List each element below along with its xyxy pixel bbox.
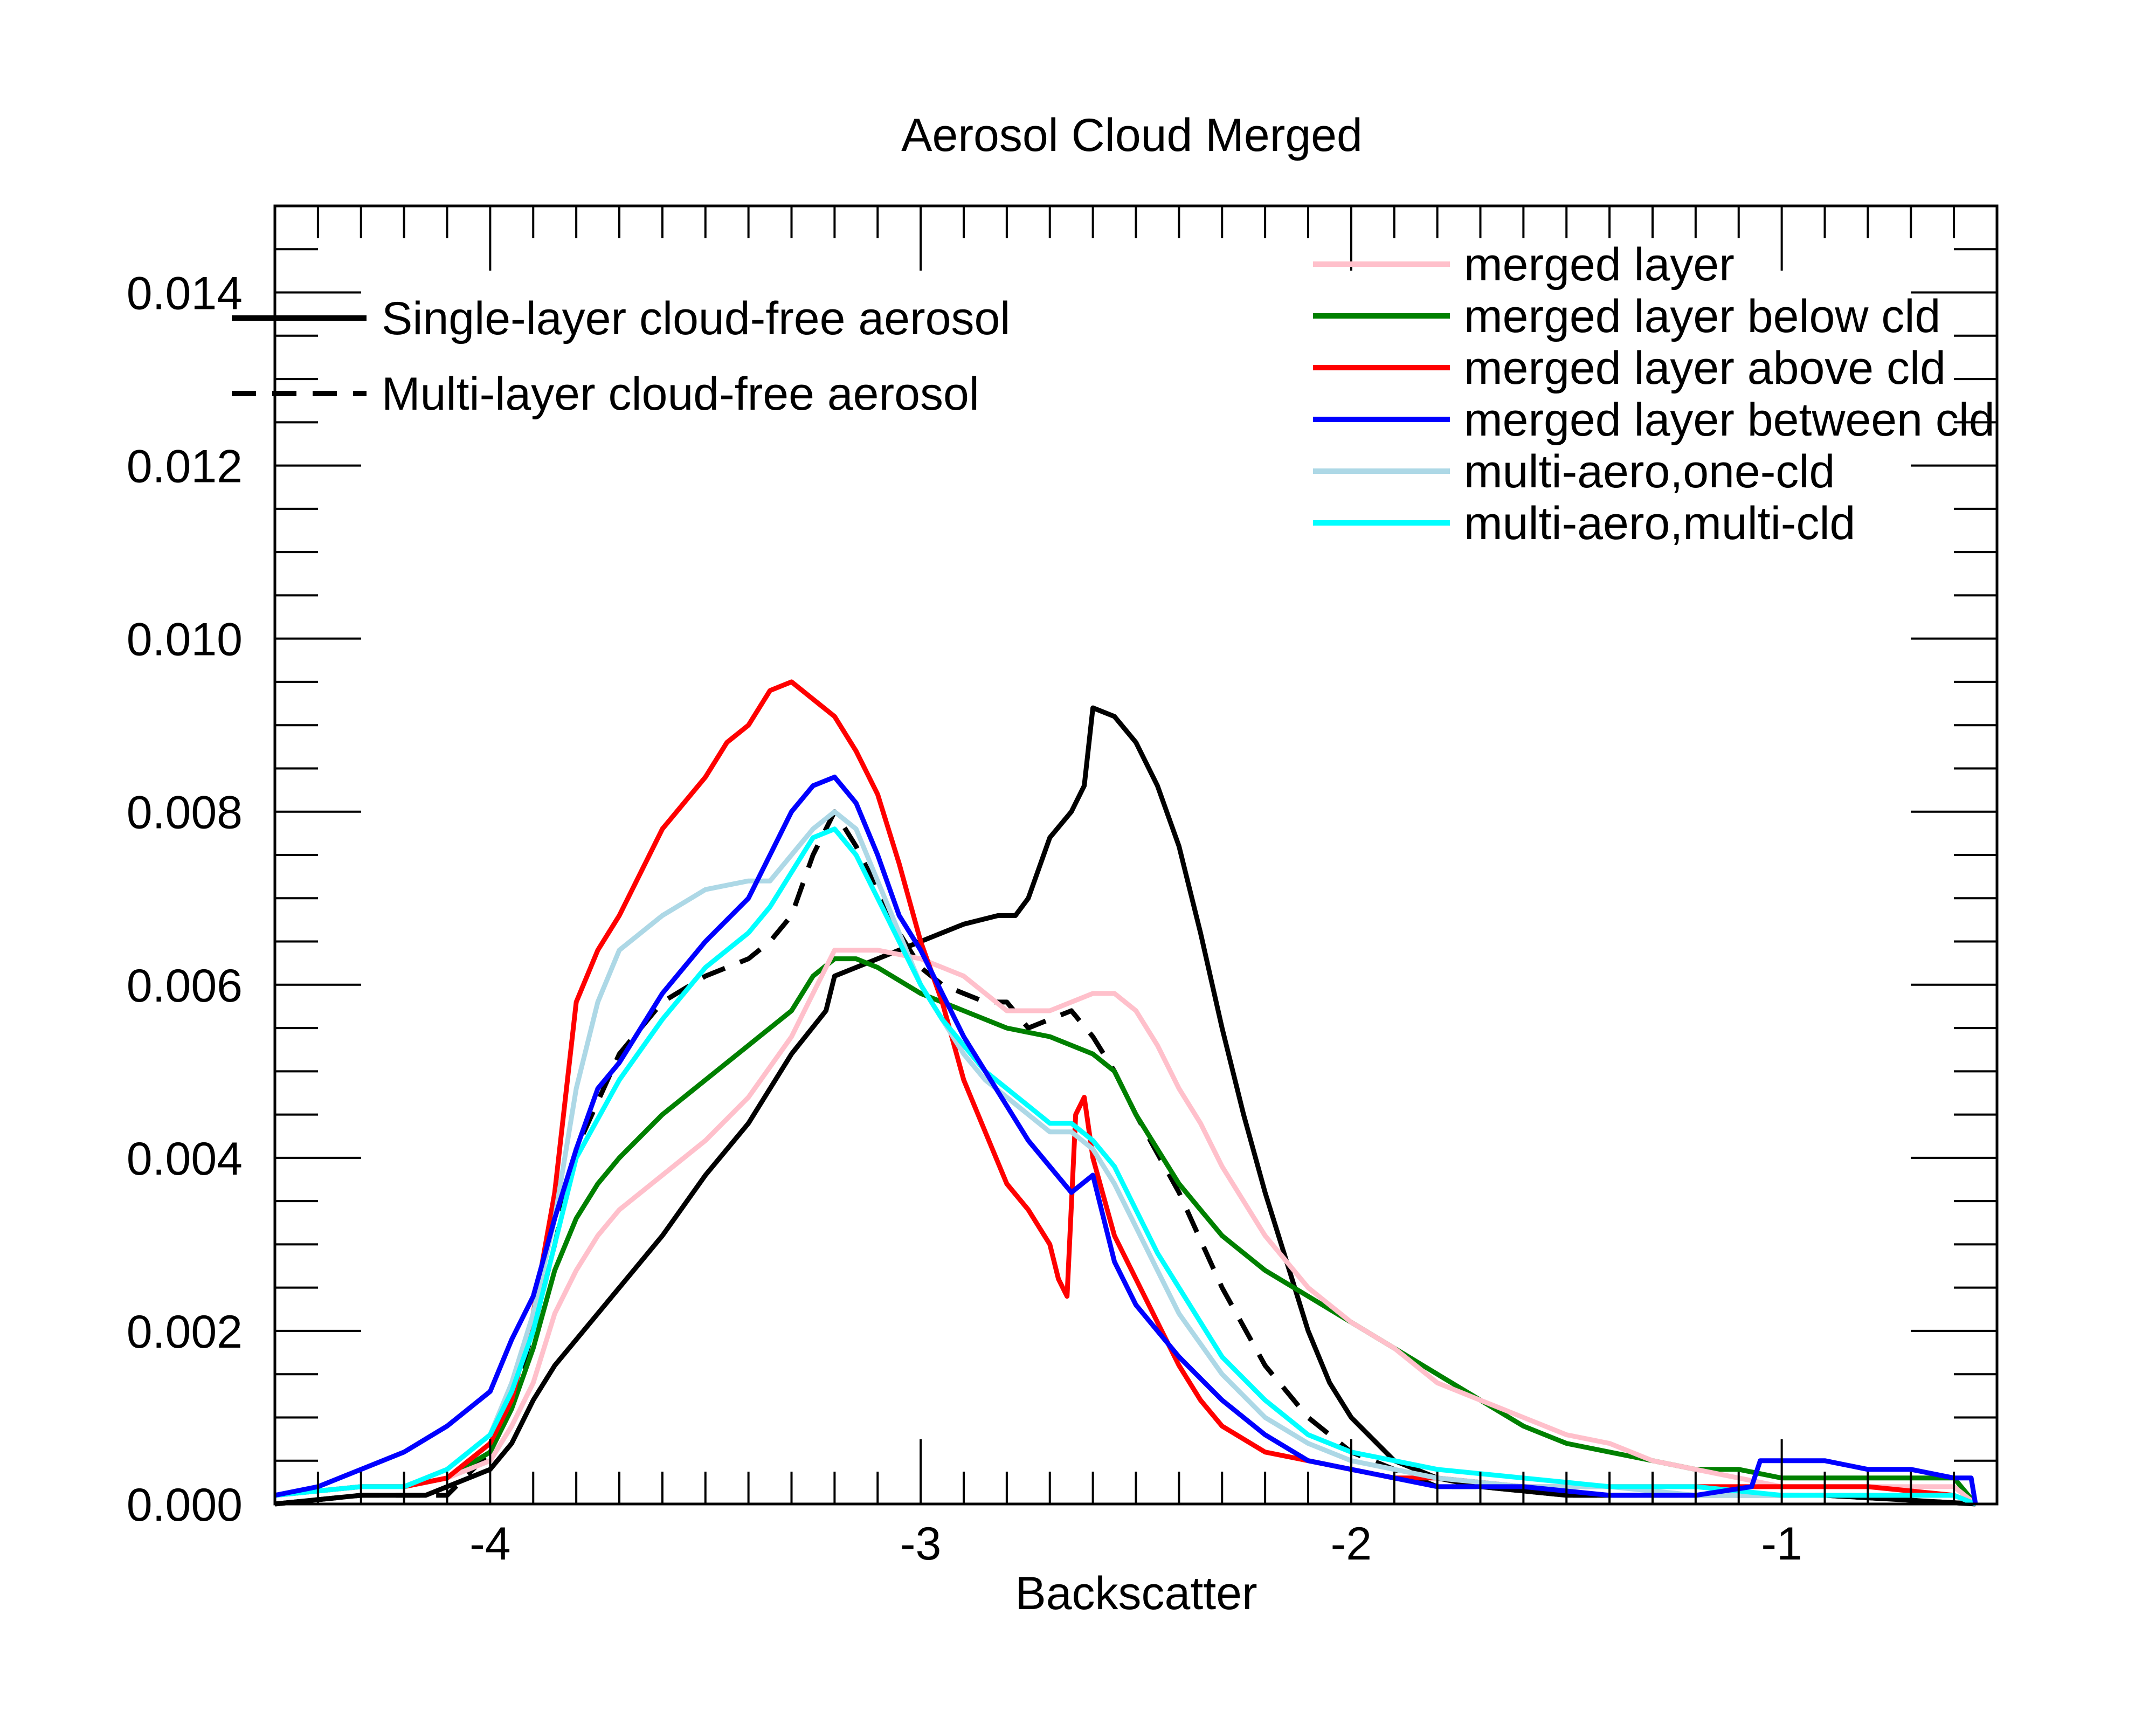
tick-labels-layer: -4 -3 -2 -1 0.000 0.002 0.004 0.006 0.008 0.010 0.… [127, 268, 1802, 1570]
series-line [274, 948, 1977, 1506]
y-tick-label: 0.004 [127, 1133, 243, 1185]
legend-label: Single-layer cloud-free aerosol [382, 293, 1010, 344]
y-tick-label: 0.014 [127, 268, 243, 320]
legend-label: merged layer above cld [1464, 342, 1946, 394]
x-tick-label: -2 [1331, 1518, 1372, 1570]
legend-label: multi-aero,multi-cld [1464, 498, 1855, 549]
ticks-layer [274, 205, 1998, 1505]
x-tick-label: -4 [469, 1518, 510, 1570]
x-tick-label: -1 [1761, 1518, 1802, 1570]
legend-left: Single-layer cloud-free aerosol Multi-lay… [232, 293, 1010, 420]
x-axis-title: Backscatter [1015, 1568, 1257, 1619]
chart-title: Aerosol Cloud Merged [901, 109, 1363, 161]
y-tick-label: 0.000 [127, 1479, 243, 1531]
legend-label: merged layer [1464, 239, 1735, 291]
y-tick-label: 0.006 [127, 960, 243, 1012]
y-tick-label: 0.008 [127, 787, 243, 839]
y-tick-label: 0.002 [127, 1306, 243, 1358]
x-tick-label: -3 [900, 1518, 941, 1570]
series-line [274, 775, 1978, 1505]
y-tick-label: 0.010 [127, 614, 243, 666]
series-line [274, 705, 1976, 1507]
series-layer [274, 679, 1978, 1507]
legend-label: merged layer below cld [1464, 291, 1940, 342]
legend-label: merged layer between cld [1464, 394, 1995, 446]
legend-label: Multi-layer cloud-free aerosol [382, 368, 979, 420]
y-tick-label: 0.012 [127, 441, 243, 493]
series-line [274, 809, 1977, 1507]
legend-label: multi-aero,one-cld [1464, 446, 1835, 498]
